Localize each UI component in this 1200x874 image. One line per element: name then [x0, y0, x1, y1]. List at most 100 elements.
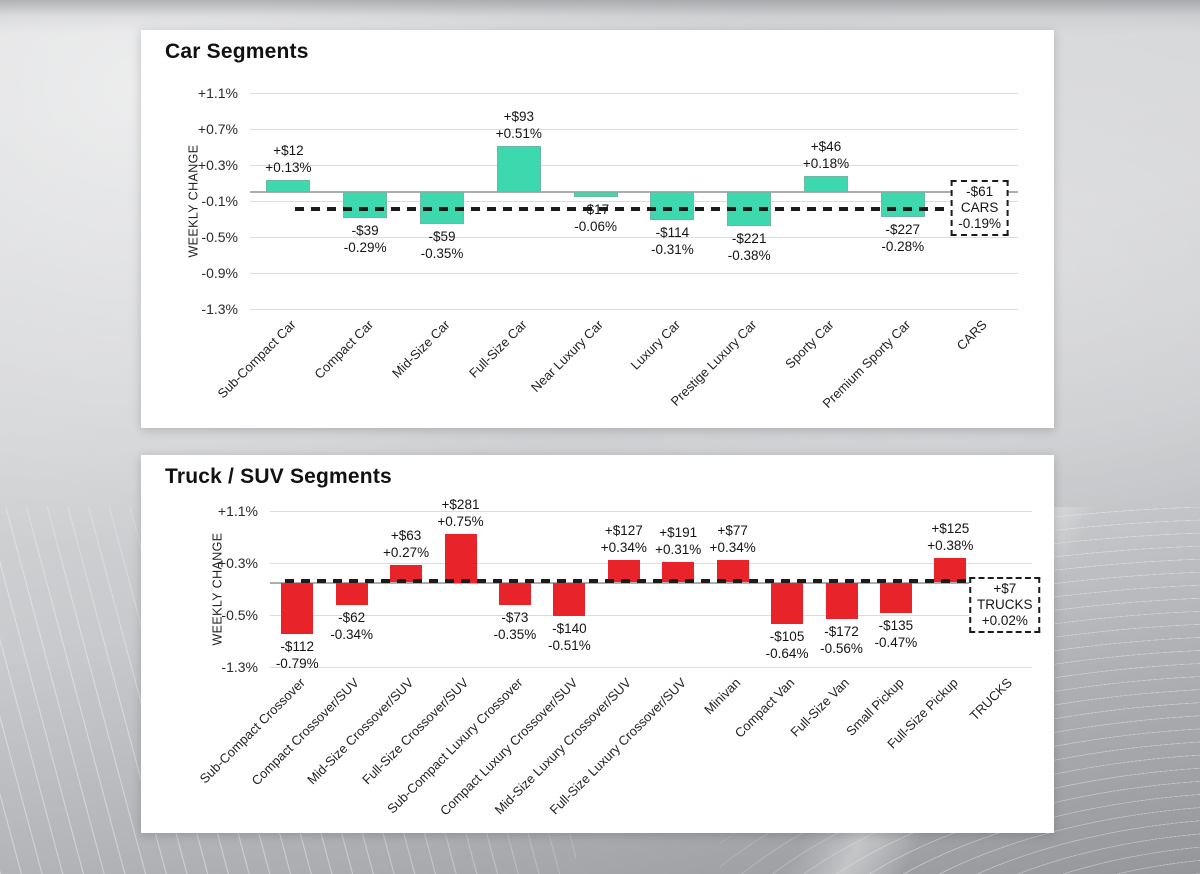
bar — [343, 192, 388, 219]
bar-dollar-value: +$63 — [390, 527, 422, 543]
bar-dollar-value: -$62 — [338, 609, 366, 625]
gridline — [250, 92, 1018, 94]
bar-percent-value: -0.29% — [343, 240, 387, 256]
bar-value-label: +$125 +0.38% — [927, 520, 973, 554]
bar-percent-value: +0.27% — [382, 544, 430, 560]
bar-value-label: +$191 +0.31% — [655, 524, 701, 558]
y-tick-label: +0.3% — [197, 157, 238, 173]
y-tick-label: -1.3% — [221, 659, 258, 675]
chart-title: Car Segments — [165, 40, 309, 63]
y-tick-label: +1.1% — [197, 85, 238, 101]
bar-dollar-value: -$105 — [769, 629, 805, 645]
bar-dollar-value: +$191 — [659, 525, 698, 541]
bar-percent-value: +0.34% — [709, 540, 756, 556]
gridline — [270, 562, 1032, 564]
bar-dollar-value: -$221 — [731, 231, 767, 247]
car-segments-chart-card: Car Segments WEEKLY CHANGE +1.1% +0.7% +0.… — [141, 30, 1054, 428]
bar-dollar-value: -$17 — [582, 202, 610, 218]
bar-value-label: +$46 +0.18% — [803, 138, 849, 172]
bar-value-label: +$12 +0.13% — [265, 142, 311, 176]
bar-percent-value: +0.13% — [265, 160, 312, 176]
bar-value-label: +$127 +0.34% — [601, 522, 647, 556]
x-axis-label: Mid-Size Car — [388, 317, 453, 381]
gridline — [270, 614, 1032, 616]
bar-percent-value: +0.75% — [437, 513, 484, 529]
x-axis-label: Luxury Car — [627, 317, 684, 373]
bar-value-label: -$227 -0.28% — [881, 221, 924, 255]
summary-category: CARS — [960, 200, 999, 216]
bar — [662, 562, 695, 583]
summary-percent-value: -0.19% — [958, 216, 1001, 232]
bar — [266, 180, 311, 192]
bar — [444, 533, 477, 583]
bar-value-label: +$77 +0.34% — [710, 522, 756, 556]
average-dashed-line — [295, 207, 951, 212]
bar-value-label: -$112 -0.79% — [276, 638, 319, 672]
gridline — [250, 200, 1018, 202]
y-tick-label: +0.7% — [197, 121, 238, 137]
bar-dollar-value: -$140 — [552, 620, 587, 636]
bar — [716, 560, 749, 583]
bar-dollar-value: -$172 — [824, 623, 859, 639]
x-axis-label: Sub-Compact Car — [214, 317, 300, 402]
bar — [573, 192, 618, 198]
x-axis-label: Full-Size Car — [465, 317, 530, 381]
bar-percent-value: -0.56% — [820, 640, 863, 656]
bar-dollar-value: -$227 — [885, 222, 921, 238]
bar-dollar-value: +$12 — [273, 143, 304, 159]
bar-percent-value: -0.34% — [330, 626, 374, 642]
chart-title: Truck / SUV Segments — [165, 465, 392, 488]
bar-value-label: -$39 -0.29% — [344, 222, 387, 256]
x-axis-label: Minivan — [700, 675, 744, 718]
x-axis-label: Compact Crossover/SUV — [248, 675, 363, 789]
bar-dollar-value: +$125 — [931, 520, 970, 536]
bar-percent-value: -0.79% — [275, 655, 319, 671]
x-axis-label: TRUCKS — [966, 675, 1016, 724]
y-tick-label: -0.1% — [201, 193, 238, 209]
bar — [880, 192, 925, 218]
bar — [825, 582, 858, 619]
bar — [934, 557, 967, 583]
bar-percent-value: +0.38% — [927, 537, 974, 553]
bar-value-label: -$73 -0.35% — [494, 609, 537, 643]
summary-dollar-value: -$61 — [966, 184, 994, 200]
bar-dollar-value: +$93 — [503, 109, 535, 125]
bar — [498, 582, 531, 606]
bar-value-label: -$17 -0.06% — [574, 201, 617, 235]
bar — [771, 582, 804, 625]
bar-percent-value: +0.31% — [655, 542, 702, 558]
x-axis-label: Sub-Compact Crossover — [196, 675, 308, 787]
bar-dollar-value: -$39 — [351, 223, 379, 239]
bar — [804, 175, 848, 192]
bar — [281, 582, 314, 634]
bar-value-label: +$281 +0.75% — [437, 496, 483, 530]
bar-percent-value: -0.06% — [574, 219, 617, 235]
bar-dollar-value: +$127 — [604, 523, 643, 539]
bar-percent-value: -0.47% — [874, 635, 918, 651]
bar-dollar-value: -$135 — [878, 618, 914, 634]
bar-dollar-value: -$112 — [280, 638, 314, 654]
y-tick-label: -0.9% — [201, 265, 238, 281]
bar-percent-value: -0.35% — [420, 245, 464, 261]
bar-value-label: -$59 -0.35% — [421, 228, 464, 262]
summary-dollar-value: +$7 — [993, 581, 1017, 597]
bar-percent-value: -0.31% — [651, 241, 694, 257]
y-axis-title-wrap: WEEKLY CHANGE — [208, 511, 228, 667]
summary-category: TRUCKS — [977, 597, 1033, 613]
bar — [607, 560, 640, 583]
weekly-change-axis-label: WEEKLY CHANGE — [211, 532, 226, 646]
x-axis-labels: Sub-Compact Car Compact Car Mid-Size Car Fu… — [215, 317, 1018, 487]
summary-box: +$7 TRUCKS +0.02% — [969, 577, 1041, 634]
x-axis-label: Near Luxury Car — [528, 317, 607, 396]
bar — [553, 582, 586, 616]
gridline — [250, 236, 1018, 238]
truck-suv-segments-chart-card: Truck / SUV Segments WEEKLY CHANGE +1.1%… — [141, 455, 1054, 833]
y-tick-label: -1.3% — [201, 301, 238, 317]
x-axis-label: CARS — [954, 317, 991, 354]
bar — [879, 582, 912, 614]
bar — [496, 146, 541, 192]
x-axis-label: Full-Size Crossover/SUV — [358, 675, 472, 788]
x-axis-label: Mid-Size Crossover/SUV — [304, 675, 417, 788]
x-axis-label: Prestige Luxury Car — [667, 317, 760, 409]
y-tick-label: +0.3% — [217, 555, 258, 571]
